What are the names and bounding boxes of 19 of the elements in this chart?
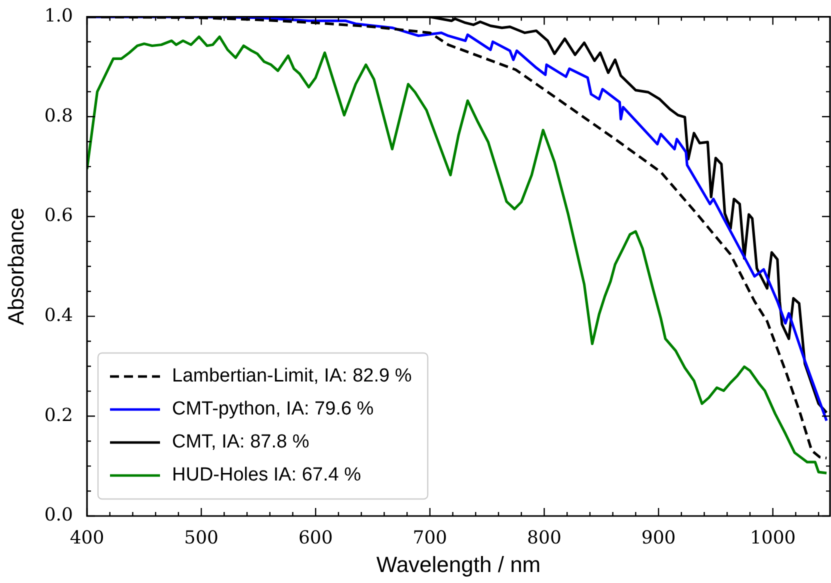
x-tick-label: 400 (70, 527, 104, 548)
x-axis-title: Wavelength / nm (376, 552, 541, 577)
y-tick-label: 0.2 (44, 404, 73, 426)
x-tick-label: 800 (527, 527, 562, 548)
y-tick-label: 1.0 (44, 5, 73, 26)
x-tick-label: 900 (641, 527, 676, 548)
x-tick-label: 700 (412, 527, 448, 548)
legend-label: Lambertian-Limit, IA: 82.9 % (172, 366, 412, 387)
y-tick-label: 0.8 (44, 105, 73, 126)
x-tick-label: 600 (298, 527, 333, 548)
x-tick-label: 500 (184, 527, 218, 548)
legend-label: HUD-Holes IA: 67.4 % (172, 464, 362, 486)
y-tick-label: 0.0 (44, 504, 73, 526)
y-axis-title: Absorbance (3, 208, 28, 326)
y-tick-label: 0.4 (44, 304, 73, 326)
legend-label: CMT, IA: 87.8 % (172, 432, 310, 453)
x-tick-label: 1000 (750, 527, 796, 548)
y-tick-label: 0.6 (44, 205, 73, 226)
legend-label: CMT-python, IA: 79.6 % (172, 398, 374, 420)
